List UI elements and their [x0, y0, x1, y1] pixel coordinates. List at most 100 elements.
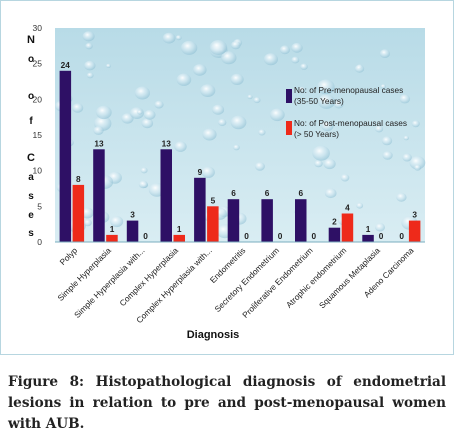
- y-tick-label: 0: [37, 237, 42, 247]
- droplet: [324, 188, 337, 199]
- droplet: [382, 151, 393, 160]
- y-axis-label-letter: f: [29, 116, 33, 127]
- bar-pre-menopausal: [261, 199, 273, 242]
- legend-label-pre-2: (35-50 Years): [294, 96, 344, 106]
- droplet: [291, 56, 300, 64]
- data-label: 5: [211, 195, 216, 205]
- droplet: [340, 174, 350, 182]
- droplet-texture: [55, 31, 426, 239]
- data-label: 6: [265, 188, 270, 198]
- data-label: 24: [61, 60, 71, 70]
- data-label: 9: [198, 167, 203, 177]
- legend-label-pre-1: No: of Pre-menopausal cases: [294, 85, 403, 95]
- droplet: [317, 79, 335, 95]
- y-tick-label: 30: [33, 23, 43, 33]
- y-axis-label-letter: o: [28, 91, 34, 102]
- legend-label-post-1: No: of Post-menopausal cases: [294, 118, 407, 128]
- x-tick-label: Polyp: [57, 245, 79, 267]
- droplet: [72, 103, 84, 113]
- legend-swatch-pre: [286, 89, 292, 103]
- droplet: [411, 120, 420, 128]
- droplet: [121, 113, 134, 124]
- droplet: [212, 104, 225, 115]
- bar-pre-menopausal: [328, 227, 341, 242]
- droplet: [381, 136, 393, 146]
- droplet: [233, 144, 240, 151]
- y-axis-label-letter: a: [28, 172, 34, 183]
- droplet: [380, 84, 387, 89]
- x-tick-label: Squamous Metaplasia: [317, 245, 382, 310]
- data-label: 3: [130, 210, 135, 220]
- data-label: 13: [94, 138, 104, 148]
- droplet: [253, 97, 261, 104]
- data-label: 1: [110, 224, 115, 234]
- data-label: 0: [311, 231, 316, 241]
- droplet: [154, 100, 164, 109]
- bar-post-menopausal: [173, 234, 185, 242]
- droplet: [202, 128, 217, 141]
- droplet: [314, 160, 323, 168]
- droplet: [175, 35, 182, 41]
- y-axis-label-letter: C: [27, 152, 35, 164]
- droplet: [399, 94, 411, 104]
- droplet: [218, 118, 227, 127]
- droplet: [209, 40, 228, 55]
- data-label: 0: [143, 231, 148, 241]
- droplet: [86, 72, 94, 79]
- droplet: [140, 167, 148, 174]
- x-tick-label: Complex Hyperplasia: [117, 245, 180, 308]
- droplet: [174, 141, 187, 152]
- droplet: [93, 126, 104, 135]
- bars: [59, 70, 421, 242]
- y-tick-label: 20: [33, 94, 43, 104]
- droplet: [82, 31, 95, 42]
- droplet: [354, 64, 365, 73]
- droplet: [230, 115, 247, 130]
- data-label: 2: [332, 217, 337, 227]
- droplet: [110, 216, 124, 228]
- droplet: [176, 73, 192, 86]
- droplet: [84, 60, 96, 71]
- droplet: [137, 110, 143, 115]
- bar-pre-menopausal: [93, 149, 105, 242]
- droplet: [356, 202, 364, 209]
- data-label: 6: [231, 188, 236, 198]
- y-tick-label: 5: [37, 201, 42, 211]
- bar-pre-menopausal: [126, 220, 139, 242]
- y-tick-label: 15: [33, 130, 43, 140]
- data-label: 8: [76, 174, 81, 184]
- y-axis-label-letter: s: [28, 228, 34, 239]
- droplet: [254, 162, 265, 171]
- droplet: [230, 73, 244, 85]
- droplet: [83, 219, 92, 227]
- data-label: 0: [399, 231, 404, 241]
- data-label: 3: [412, 210, 417, 220]
- droplet: [231, 41, 241, 50]
- droplet: [300, 63, 308, 70]
- droplet: [403, 135, 409, 141]
- bar-post-menopausal: [106, 234, 118, 242]
- droplet: [263, 53, 278, 66]
- data-label: 6: [298, 188, 303, 198]
- droplet: [414, 164, 422, 171]
- bar-pre-menopausal: [59, 70, 72, 242]
- droplet: [138, 180, 148, 189]
- legend: No: of Pre-menopausal cases (35-50 Years…: [286, 85, 407, 139]
- droplet: [200, 84, 216, 97]
- droplet: [221, 51, 237, 65]
- droplet: [193, 64, 207, 76]
- bar-pre-menopausal: [160, 149, 172, 242]
- bar-post-menopausal: [72, 184, 85, 242]
- droplet: [162, 32, 176, 44]
- bar-post-menopausal: [207, 206, 219, 242]
- droplet: [85, 42, 93, 50]
- droplet: [81, 207, 94, 219]
- droplet: [323, 158, 336, 170]
- data-label: 0: [278, 231, 283, 241]
- droplet: [409, 156, 426, 170]
- droplet: [291, 42, 303, 53]
